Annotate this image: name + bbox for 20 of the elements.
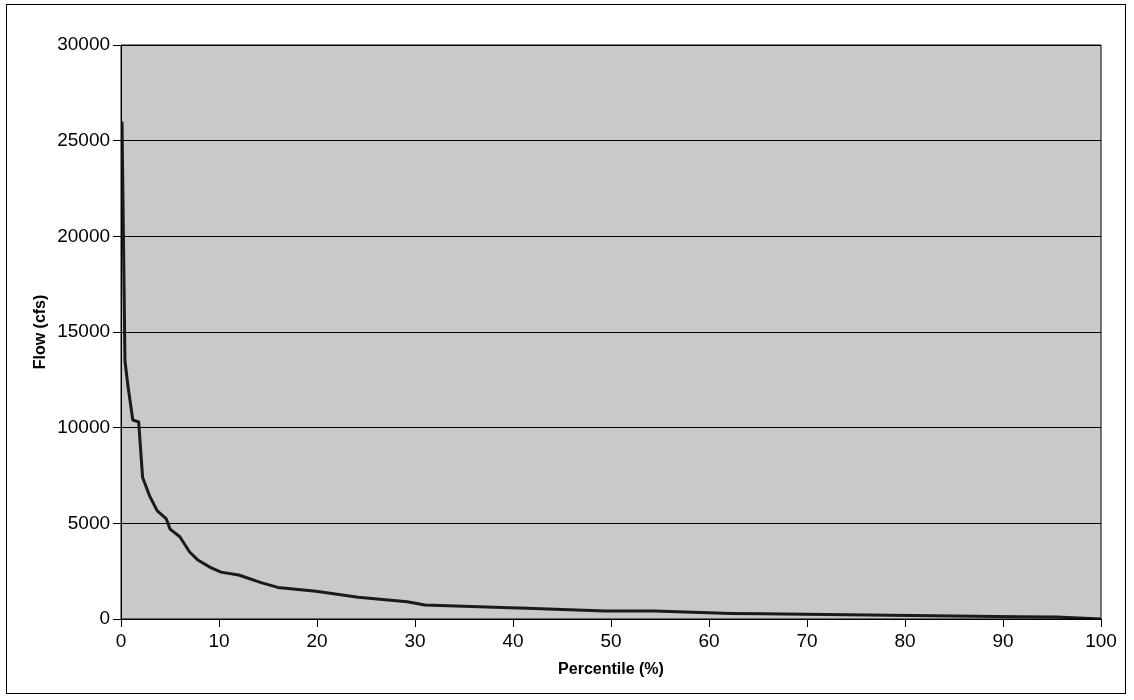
x-tick-label: 10 (208, 629, 230, 651)
y-tick-label: 15000 (57, 320, 111, 342)
x-tick-label: 60 (698, 629, 720, 651)
y-axis-title: Flow (cfs) (31, 294, 49, 370)
x-tick-label: 70 (796, 629, 818, 651)
y-tick-label: 10000 (57, 415, 111, 437)
y-tick-label: 0 (99, 607, 111, 629)
y-tick-label: 5000 (67, 511, 111, 533)
y-tick-label: 25000 (57, 128, 111, 150)
x-tick-label: 100 (1085, 629, 1117, 651)
y-tick-label: 30000 (57, 33, 111, 55)
x-tick-label: 80 (894, 629, 916, 651)
x-axis-title: Percentile (%) (558, 659, 664, 677)
x-tick-label: 30 (404, 629, 426, 651)
x-tick-label: 0 (115, 629, 127, 651)
x-tick-label: 40 (502, 629, 524, 651)
x-tick-label: 90 (992, 629, 1014, 651)
y-tick-label: 20000 (57, 224, 111, 246)
x-tick-label: 50 (600, 629, 622, 651)
x-tick-label: 20 (306, 629, 328, 651)
